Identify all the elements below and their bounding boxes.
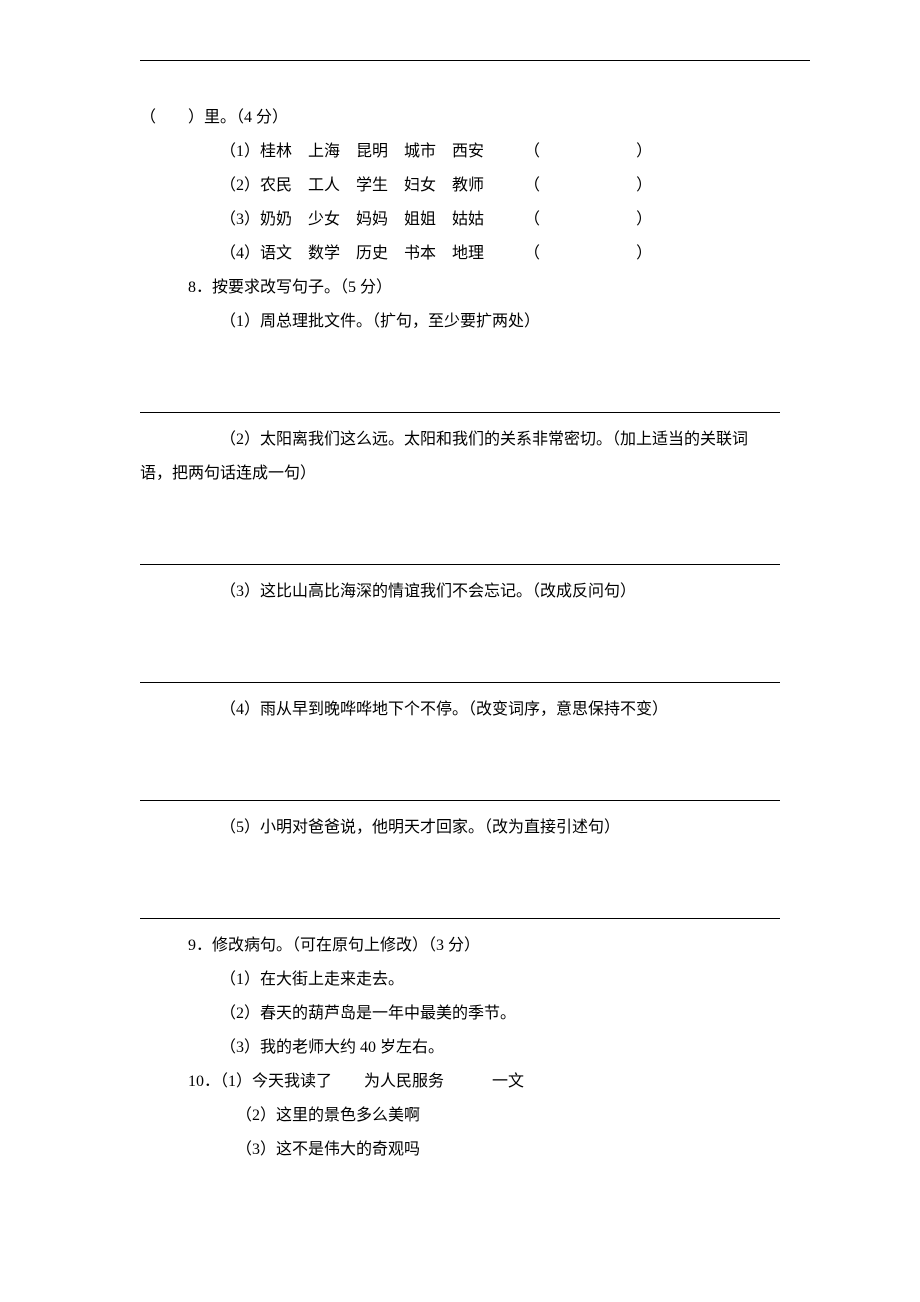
answer-blank-line[interactable] [140,531,780,565]
q7-item-3-num: （3） [220,211,260,228]
q8-stem: 8．按要求改写句子。（5 分） [140,271,810,305]
q7-item-3: （3）奶奶 少女 妈妈 姐姐 姑姑 （ ） [140,203,810,237]
q9-item-1: （1）在大街上走来走去。 [140,963,810,997]
answer-blank-line[interactable] [140,379,780,413]
q7-item-4: （4）语文 数学 历史 书本 地理 （ ） [140,237,810,271]
paren-left: （ [532,177,540,194]
q7-item-4-words: 语文 数学 历史 书本 地理 [260,245,484,262]
paren-right: ） [636,143,652,160]
paren-left: （ [532,211,540,228]
q7-item-4-num: （4） [220,245,260,262]
q8-item-5: （5）小明对爸爸说，他明天才回家。（改为直接引述句） [140,811,810,845]
q10-item-2: （2）这里的景色多么美啊 [140,1099,810,1133]
q10-stem: 10．（1）今天我读了 为人民服务 一文 [140,1065,810,1099]
q7-item-2-num: （2） [220,177,260,194]
answer-blank-line[interactable] [140,649,780,683]
paren-right: ） [636,177,652,194]
paren-left: （ [532,143,540,160]
q8-item-3: （3）这比山高比海深的情谊我们不会忘记。（改成反问句） [140,575,810,609]
q10-item-3: （3）这不是伟大的奇观吗 [140,1133,810,1167]
q9-item-2: （2）春天的葫芦岛是一年中最美的季节。 [140,997,810,1031]
q9-item-3: （3）我的老师大约 40 岁左右。 [140,1031,810,1065]
q9-stem: 9．修改病句。（可在原句上修改）（3 分） [140,929,810,963]
q7-item-2-words: 农民 工人 学生 妇女 教师 [260,177,484,194]
paren-right: ） [636,245,652,262]
q7-item-1-words: 桂林 上海 昆明 城市 西安 [260,143,484,160]
q7-item-1-num: （1） [220,143,260,160]
q8-item-1: （1）周总理批文件。（扩句，至少要扩两处） [140,305,810,339]
q7-item-3-words: 奶奶 少女 妈妈 姐姐 姑姑 [260,211,484,228]
paren-left: （ [532,245,540,262]
q8-item-2-cont: 语，把两句话连成一句） [140,457,810,491]
q7-item-1: （1）桂林 上海 昆明 城市 西安 （ ） [140,135,810,169]
paren-right: ） [636,211,652,228]
answer-blank-line[interactable] [140,885,780,919]
q8-item-4: （4）雨从早到晚哗哗地下个不停。（改变词序，意思保持不变） [140,693,810,727]
q7-stem-fragment: （ ）里。（4 分） [140,101,810,135]
q8-item-2: （2）太阳离我们这么远。太阳和我们的关系非常密切。（加上适当的关联词 [140,423,810,457]
answer-blank-line[interactable] [140,767,780,801]
document-page: （ ）里。（4 分） （1）桂林 上海 昆明 城市 西安 （ ） （2）农民 工… [0,0,920,1302]
q7-item-2: （2）农民 工人 学生 妇女 教师 （ ） [140,169,810,203]
top-horizontal-rule [140,60,810,61]
